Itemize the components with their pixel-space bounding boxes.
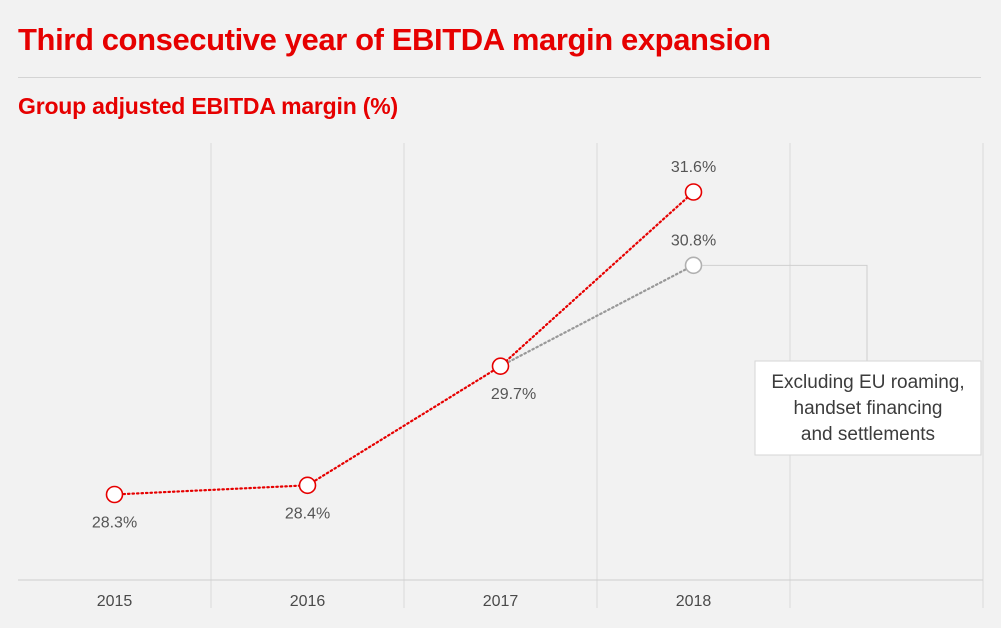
x-tick-label: 2015 (97, 593, 133, 610)
series-line-1 (113, 190, 695, 496)
annotation-text: and settlements (801, 424, 935, 445)
chart-subtitle: Group adjusted EBITDA margin (%) (18, 93, 398, 119)
data-point (684, 256, 703, 275)
data-label: 28.4% (285, 505, 330, 522)
data-point (298, 476, 317, 495)
chart-title: Third consecutive year of EBITDA margin … (18, 22, 771, 57)
title-divider (18, 77, 981, 78)
annotation-box (754, 360, 982, 456)
series-line-2 (499, 264, 695, 368)
data-point (491, 357, 510, 375)
data-point (105, 485, 124, 504)
x-tick-label: 2016 (290, 593, 326, 610)
annotation-leader-line (702, 264, 868, 361)
x-tick-label: 2017 (483, 593, 519, 610)
data-point (684, 183, 703, 201)
annotation-text: Excluding EU roaming, (771, 372, 964, 393)
data-label: 31.6% (671, 159, 716, 176)
data-label: 29.7% (491, 386, 536, 403)
data-label: 30.8% (671, 232, 716, 249)
annotation-text: handset financing (794, 398, 943, 419)
data-label: 28.3% (92, 515, 137, 532)
x-tick-label: 2018 (676, 593, 712, 610)
